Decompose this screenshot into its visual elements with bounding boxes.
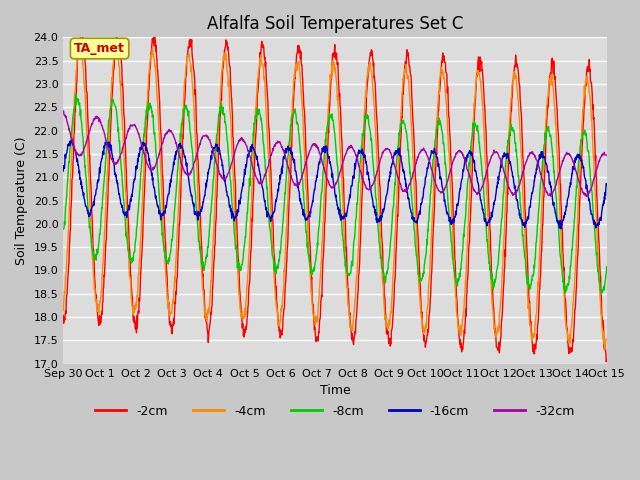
-16cm xyxy=(180,155,188,160)
-16cm xyxy=(60,168,67,174)
Line: -8cm: -8cm xyxy=(63,95,607,293)
-2cm xyxy=(491,318,499,324)
Text: TA_met: TA_met xyxy=(74,42,125,55)
-32cm xyxy=(419,147,427,153)
-8cm xyxy=(168,243,175,249)
-16cm xyxy=(557,226,564,232)
-8cm xyxy=(561,290,569,296)
-16cm xyxy=(168,177,175,182)
-32cm xyxy=(603,152,611,158)
-8cm xyxy=(603,264,611,270)
-16cm xyxy=(68,137,76,143)
-2cm xyxy=(60,312,67,318)
-4cm xyxy=(491,323,499,328)
-8cm xyxy=(241,234,249,240)
Title: Alfalfa Soil Temperatures Set C: Alfalfa Soil Temperatures Set C xyxy=(207,15,463,33)
-32cm xyxy=(582,193,590,199)
-8cm xyxy=(60,226,67,232)
-2cm xyxy=(539,222,547,228)
X-axis label: Time: Time xyxy=(319,384,350,397)
-32cm xyxy=(241,139,249,145)
-2cm xyxy=(168,323,175,329)
-2cm xyxy=(241,330,249,336)
-4cm xyxy=(539,190,547,195)
-4cm xyxy=(241,313,249,319)
Legend: -2cm, -4cm, -8cm, -16cm, -32cm: -2cm, -4cm, -8cm, -16cm, -32cm xyxy=(90,400,580,423)
Line: -4cm: -4cm xyxy=(63,45,607,349)
-2cm xyxy=(602,359,610,364)
-8cm xyxy=(180,106,188,112)
-32cm xyxy=(538,176,546,182)
-4cm xyxy=(60,308,67,313)
-4cm xyxy=(420,327,428,333)
-32cm xyxy=(167,128,175,133)
-4cm xyxy=(603,336,611,342)
Line: -32cm: -32cm xyxy=(63,111,607,196)
-8cm xyxy=(491,277,499,283)
-16cm xyxy=(241,171,249,177)
-2cm xyxy=(603,357,611,363)
-32cm xyxy=(60,108,67,114)
-8cm xyxy=(420,269,428,275)
-32cm xyxy=(180,168,188,174)
-2cm xyxy=(420,333,428,339)
-8cm xyxy=(539,159,547,165)
-4cm xyxy=(168,310,175,315)
-4cm xyxy=(180,81,188,87)
Line: -16cm: -16cm xyxy=(63,140,607,229)
Line: -2cm: -2cm xyxy=(63,26,607,361)
-2cm xyxy=(180,99,188,105)
Y-axis label: Soil Temperature (C): Soil Temperature (C) xyxy=(15,136,28,265)
-4cm xyxy=(601,347,609,352)
-16cm xyxy=(603,182,611,188)
-32cm xyxy=(490,147,498,153)
-16cm xyxy=(539,149,547,155)
-4cm xyxy=(114,42,122,48)
-16cm xyxy=(491,198,499,204)
-16cm xyxy=(420,189,428,194)
-2cm xyxy=(77,23,85,29)
-8cm xyxy=(72,92,79,97)
